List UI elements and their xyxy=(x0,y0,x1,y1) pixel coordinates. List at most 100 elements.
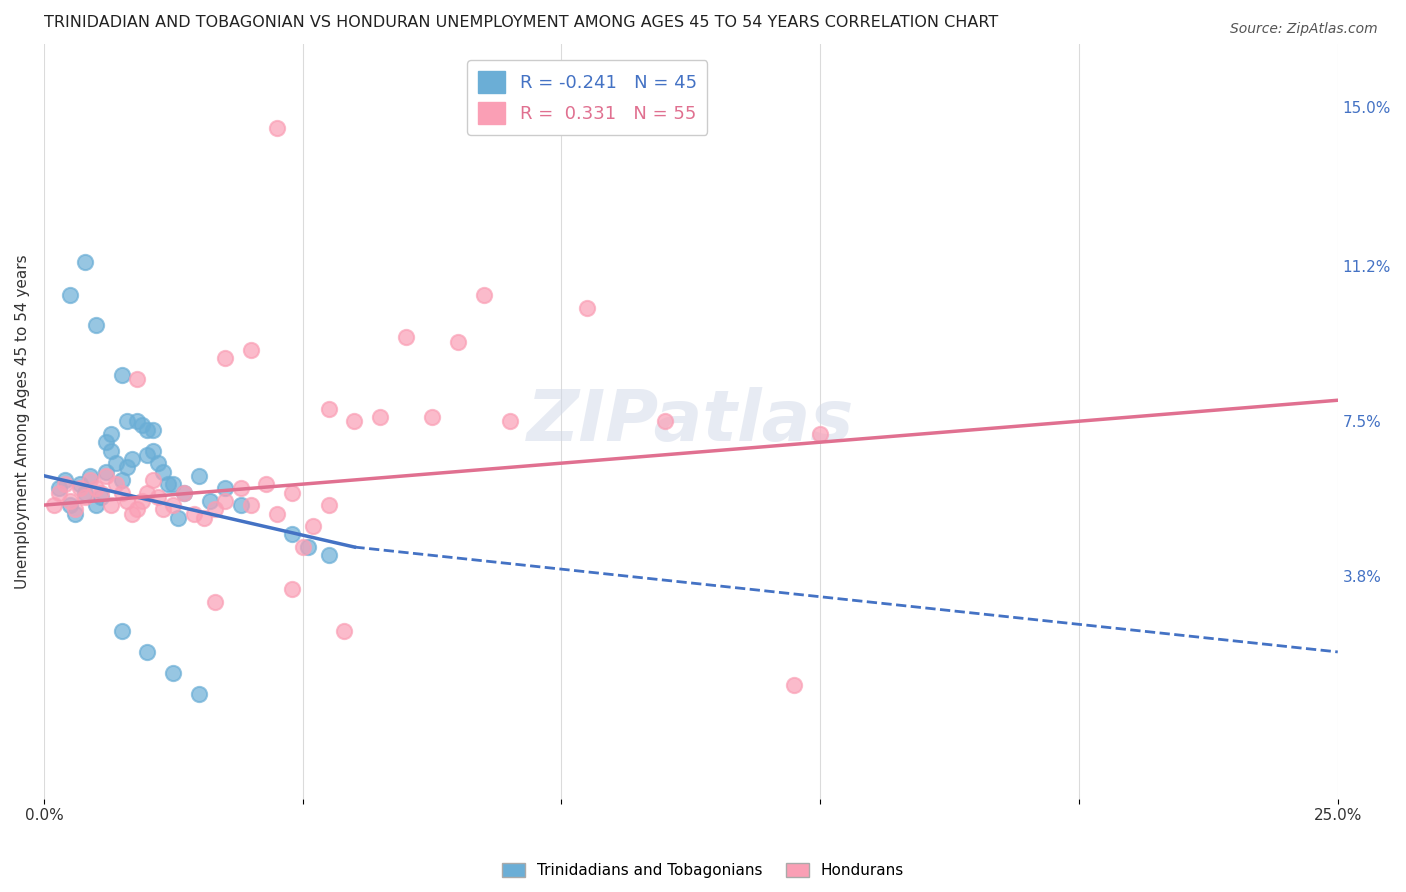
Point xyxy=(84,318,107,332)
Point xyxy=(281,582,304,596)
Point xyxy=(157,477,180,491)
Point xyxy=(204,594,226,608)
Point xyxy=(105,477,128,491)
Point xyxy=(193,510,215,524)
Point xyxy=(100,443,122,458)
Point xyxy=(110,485,132,500)
Point xyxy=(368,410,391,425)
Point xyxy=(229,498,252,512)
Point xyxy=(239,343,262,357)
Point xyxy=(229,481,252,495)
Point xyxy=(808,426,831,441)
Point xyxy=(75,255,97,269)
Point xyxy=(84,498,107,512)
Point xyxy=(63,502,86,516)
Point xyxy=(69,481,91,495)
Point xyxy=(110,473,132,487)
Point xyxy=(183,507,205,521)
Point xyxy=(447,334,470,349)
Point xyxy=(84,481,107,495)
Point xyxy=(136,448,159,462)
Point xyxy=(110,624,132,638)
Point xyxy=(136,645,159,659)
Point xyxy=(59,288,82,302)
Point xyxy=(204,502,226,516)
Point xyxy=(90,490,112,504)
Point xyxy=(125,502,148,516)
Point xyxy=(48,485,70,500)
Point xyxy=(59,498,82,512)
Point xyxy=(146,490,169,504)
Point xyxy=(499,414,522,428)
Point xyxy=(59,494,82,508)
Point xyxy=(125,372,148,386)
Point xyxy=(142,443,165,458)
Point xyxy=(79,468,101,483)
Point xyxy=(79,473,101,487)
Point xyxy=(115,414,138,428)
Y-axis label: Unemployment Among Ages 45 to 54 years: Unemployment Among Ages 45 to 54 years xyxy=(15,254,30,589)
Point xyxy=(173,485,195,500)
Point xyxy=(395,330,418,344)
Text: Source: ZipAtlas.com: Source: ZipAtlas.com xyxy=(1230,22,1378,37)
Point xyxy=(281,485,304,500)
Point xyxy=(162,477,184,491)
Point xyxy=(131,494,153,508)
Point xyxy=(90,485,112,500)
Point xyxy=(198,494,221,508)
Point xyxy=(239,498,262,512)
Point xyxy=(121,507,143,521)
Point xyxy=(214,481,236,495)
Point xyxy=(105,456,128,470)
Point xyxy=(152,502,174,516)
Point xyxy=(75,490,97,504)
Point xyxy=(94,465,117,479)
Point xyxy=(291,540,314,554)
Point xyxy=(115,494,138,508)
Point xyxy=(162,665,184,680)
Point xyxy=(110,368,132,382)
Legend: R = -0.241   N = 45, R =  0.331   N = 55: R = -0.241 N = 45, R = 0.331 N = 55 xyxy=(467,61,707,135)
Point xyxy=(576,301,599,315)
Point xyxy=(44,498,66,512)
Point xyxy=(318,549,340,563)
Text: TRINIDADIAN AND TOBAGONIAN VS HONDURAN UNEMPLOYMENT AMONG AGES 45 TO 54 YEARS CO: TRINIDADIAN AND TOBAGONIAN VS HONDURAN U… xyxy=(44,15,998,30)
Point xyxy=(343,414,366,428)
Point xyxy=(48,481,70,495)
Point xyxy=(254,477,277,491)
Point xyxy=(173,485,195,500)
Point xyxy=(214,494,236,508)
Point xyxy=(100,426,122,441)
Text: ZIPatlas: ZIPatlas xyxy=(527,387,855,456)
Point xyxy=(302,519,325,533)
Point xyxy=(281,527,304,541)
Point xyxy=(188,468,211,483)
Point xyxy=(125,414,148,428)
Point xyxy=(318,401,340,416)
Point xyxy=(214,351,236,366)
Point xyxy=(318,498,340,512)
Point xyxy=(420,410,443,425)
Point xyxy=(94,468,117,483)
Point xyxy=(783,678,806,692)
Point xyxy=(162,498,184,512)
Point xyxy=(472,288,495,302)
Point xyxy=(188,687,211,701)
Point xyxy=(297,540,319,554)
Point xyxy=(75,485,97,500)
Point xyxy=(152,465,174,479)
Point xyxy=(266,120,288,135)
Point xyxy=(94,435,117,450)
Point xyxy=(142,423,165,437)
Point xyxy=(121,452,143,467)
Point xyxy=(654,414,676,428)
Point xyxy=(167,510,190,524)
Point xyxy=(136,485,159,500)
Point xyxy=(146,456,169,470)
Point xyxy=(53,477,76,491)
Point xyxy=(333,624,356,638)
Point xyxy=(142,473,165,487)
Point xyxy=(69,477,91,491)
Point xyxy=(136,423,159,437)
Point xyxy=(266,507,288,521)
